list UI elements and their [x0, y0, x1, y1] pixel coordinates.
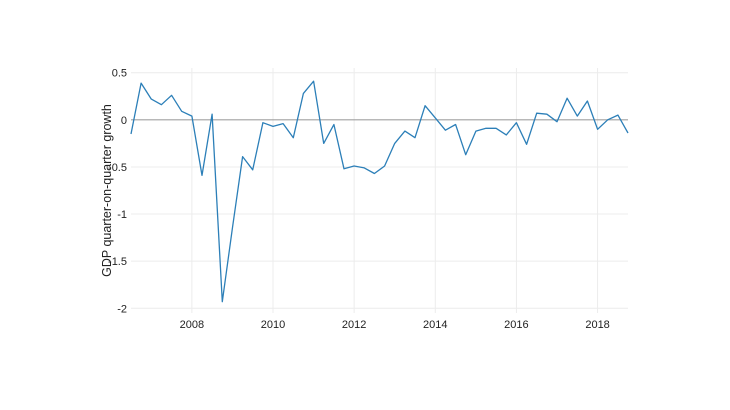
- y-tick-label: -2: [117, 303, 127, 315]
- x-tick-label: 2010: [261, 319, 285, 331]
- x-tick-label: 2012: [342, 319, 366, 331]
- y-tick-label: -1.5: [108, 256, 127, 268]
- y-tick-label: -1: [117, 209, 127, 221]
- series-layer: [130, 80, 629, 303]
- y-tick-label: 0: [121, 115, 127, 127]
- y-tick-label: -0.5: [108, 162, 127, 174]
- series-line-gdp-growth: [130, 80, 629, 303]
- x-tick-label: 2016: [504, 319, 528, 331]
- x-tick-label: 2014: [423, 319, 447, 331]
- y-tick-label: 0.5: [112, 68, 127, 80]
- gridlines: [131, 68, 628, 313]
- x-tick-label: 2018: [585, 319, 609, 331]
- y-axis-title: GDP quarter-on-quarter growth: [100, 104, 114, 277]
- x-axis-ticks: 2008 2010 2012 2014 2016 2018: [180, 319, 610, 331]
- x-tick-label: 2008: [180, 319, 204, 331]
- y-axis-ticks: 0.5 0 -0.5 -1 -1.5 -2: [108, 68, 127, 316]
